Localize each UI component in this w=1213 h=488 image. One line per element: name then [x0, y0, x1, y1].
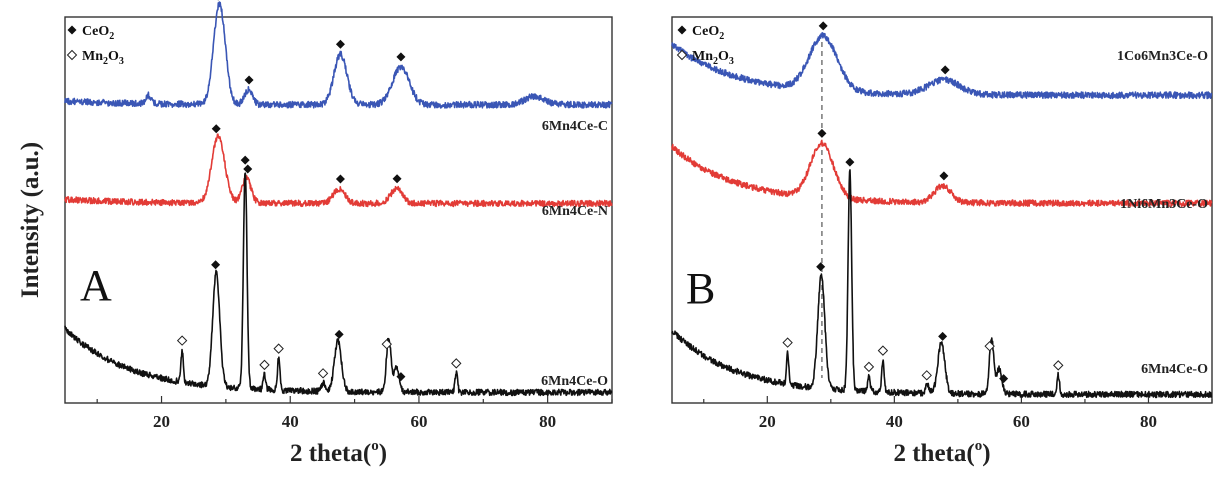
mn2o3-marker — [176, 335, 188, 346]
ceo2-marker — [240, 155, 250, 165]
mn2o3-marker — [921, 370, 932, 381]
series-label: 6Mn4Ce-C — [542, 119, 608, 134]
ceo2-marker — [816, 262, 826, 272]
x-tick-label: 80 — [539, 412, 556, 431]
x-axis: 20 40 60 80 — [703, 396, 1213, 431]
legend: CeO2 Mn2O3 — [676, 24, 734, 67]
ceo2-marker — [334, 329, 344, 339]
series-line-6Mn4Ce-C — [64, 1, 613, 109]
mn2o3-marker — [877, 345, 889, 356]
series-line-1Ni6Mn3Ce-O — [671, 139, 1213, 207]
x-tick-label: 80 — [1140, 412, 1157, 431]
x-tick-label: 40 — [282, 412, 299, 431]
mn2o3-marker — [863, 361, 875, 373]
plot-frame — [671, 16, 1213, 404]
mn2o3-marker — [984, 340, 995, 352]
ceo2-marker — [244, 75, 254, 85]
ceo2-marker — [211, 260, 221, 270]
series-label: 6Mn4Ce-O — [541, 374, 608, 389]
ceo2-marker — [396, 52, 406, 62]
mn2o3-marker — [451, 358, 462, 369]
plot-frame — [64, 16, 613, 404]
ceo2-marker — [940, 65, 950, 75]
ceo2-marker — [817, 128, 827, 138]
x-axis: 20 40 60 80 — [96, 396, 613, 431]
ceo2-marker — [243, 164, 253, 174]
series-label: 1Ni6Mn3Ce-O — [1120, 197, 1208, 212]
series-line-6Mn4Ce-N — [64, 133, 613, 208]
legend-open-diamond — [676, 49, 688, 61]
ceo2-marker — [938, 331, 948, 341]
ceo2-marker — [211, 124, 221, 134]
series-label: 6Mn4Ce-N — [542, 204, 608, 219]
series-line-6Mn4Ce-O — [64, 172, 613, 397]
mn2o3-marker — [1053, 360, 1064, 371]
ceo2-marker — [335, 174, 345, 184]
panel-b: 20 40 60 80 2 theta(o) 1Co6Mn3Ce-O 1Ni6Mn3Ce-O… — [671, 16, 1213, 467]
x-tick-label: 60 — [410, 412, 427, 431]
legend-filled-diamond — [677, 25, 687, 35]
ceo2-marker — [939, 171, 949, 181]
x-tick-label: 20 — [153, 412, 170, 431]
ceo2-marker — [392, 174, 402, 184]
series-label: 6Mn4Ce-O — [1141, 362, 1208, 377]
series-line-6Mn4Ce-O — [671, 169, 1213, 399]
panel-letter: A — [80, 261, 112, 310]
mn2o3-marker — [381, 338, 392, 350]
legend-label: CeO2 — [82, 24, 114, 42]
x-axis-title: 2 theta(o) — [893, 438, 990, 467]
ceo2-marker — [396, 372, 406, 382]
legend-label: CeO2 — [692, 24, 724, 42]
series-line-1Co6Mn3Ce-O — [671, 31, 1213, 100]
ceo2-marker — [845, 157, 855, 167]
mn2o3-marker — [317, 368, 329, 379]
legend-label: Mn2O3 — [692, 49, 734, 67]
y-axis-title: Intensity (a.u.) — [17, 142, 44, 298]
legend-label: Mn2O3 — [82, 49, 124, 67]
series-label: 1Co6Mn3Ce-O — [1117, 49, 1208, 64]
mn2o3-marker — [782, 337, 793, 348]
x-axis-title: 2 theta(o) — [290, 438, 387, 467]
ceo2-marker — [217, 0, 219, 1]
x-tick-label: 60 — [1013, 412, 1030, 431]
panel-letter: B — [686, 264, 715, 313]
x-tick-label: 20 — [759, 412, 776, 431]
panel-a: 20 40 60 80 2 theta(o) 6Mn4Ce-C 6Mn4Ce-N 6Mn4Ce… — [64, 0, 613, 467]
mn2o3-marker — [259, 359, 270, 371]
legend-open-diamond — [66, 49, 78, 61]
x-tick-label: 40 — [886, 412, 903, 431]
legend-filled-diamond — [67, 25, 77, 35]
ceo2-marker — [818, 21, 828, 31]
ceo2-marker — [999, 374, 1009, 384]
ceo2-marker — [335, 39, 345, 49]
legend: CeO2 Mn2O3 — [66, 24, 124, 67]
mn2o3-marker — [273, 343, 284, 354]
